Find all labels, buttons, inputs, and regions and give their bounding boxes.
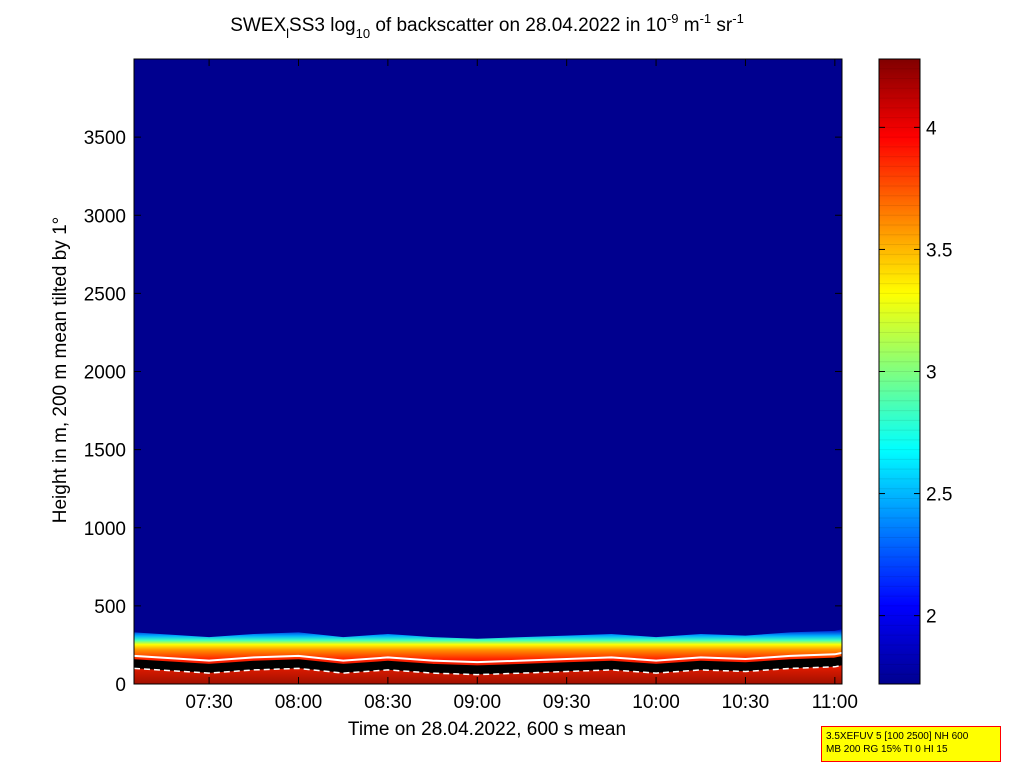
- x-tick-label: 11:00: [812, 692, 858, 713]
- info-line-1: 3.5XEFUV 5 [100 2500] NH 600: [826, 731, 969, 742]
- colorbar-tick-label: 3.5: [926, 240, 952, 261]
- x-axis-label: Time on 28.04.2022, 600 s mean: [348, 719, 626, 740]
- y-tick-label: 2500: [84, 284, 126, 305]
- y-tick-label: 500: [94, 597, 126, 618]
- x-tick-label: 10:30: [722, 692, 770, 713]
- plot-area: [133, 58, 843, 685]
- colorbar-tick-label: 4: [926, 118, 937, 139]
- y-tick-label: 1000: [84, 519, 126, 540]
- chart-title: SWEXlSS3 log10 of backscatter on 28.04.2…: [230, 11, 744, 41]
- y-tick-label: 3500: [84, 128, 126, 149]
- colorbar-tick-label: 2: [926, 607, 937, 628]
- y-tick-label: 3000: [84, 206, 126, 227]
- plot-background: [134, 59, 842, 684]
- x-tick-label: 09:00: [453, 692, 501, 713]
- colorbar: 2 2.5 3 3.5 4: [878, 58, 952, 685]
- info-line-2: MB 200 RG 15% TI 0 HI 15: [826, 744, 948, 755]
- x-tick-label: 10:00: [632, 692, 680, 713]
- y-tick-label: 0: [115, 675, 126, 696]
- x-tick-label: 08:30: [364, 692, 412, 713]
- colorbar-gradient: [879, 59, 920, 684]
- layer-line-black: [134, 656, 842, 675]
- colorbar-tick-label: 2.5: [926, 485, 952, 506]
- x-axis: 07:30 08:00 08:30 09:00 09:30 10:00 10:30 11:00: [185, 59, 858, 713]
- x-tick-label: 08:00: [275, 692, 323, 713]
- y-tick-label: 1500: [84, 441, 126, 462]
- colorbar-tick-label: 3: [926, 363, 937, 384]
- y-tick-label: 2000: [84, 363, 126, 384]
- y-axis: 0 500 1000 1500 2000 2500 3000 3500: [84, 128, 842, 696]
- x-tick-label: 07:30: [185, 692, 233, 713]
- x-tick-label: 09:30: [543, 692, 591, 713]
- layer-line-white: [134, 651, 842, 664]
- y-axis-label: Height in m, 200 m mean tilted by 1°: [50, 217, 71, 523]
- processing-info-box: 3.5XEFUV 5 [100 2500] NH 600 MB 200 RG 1…: [821, 726, 1001, 762]
